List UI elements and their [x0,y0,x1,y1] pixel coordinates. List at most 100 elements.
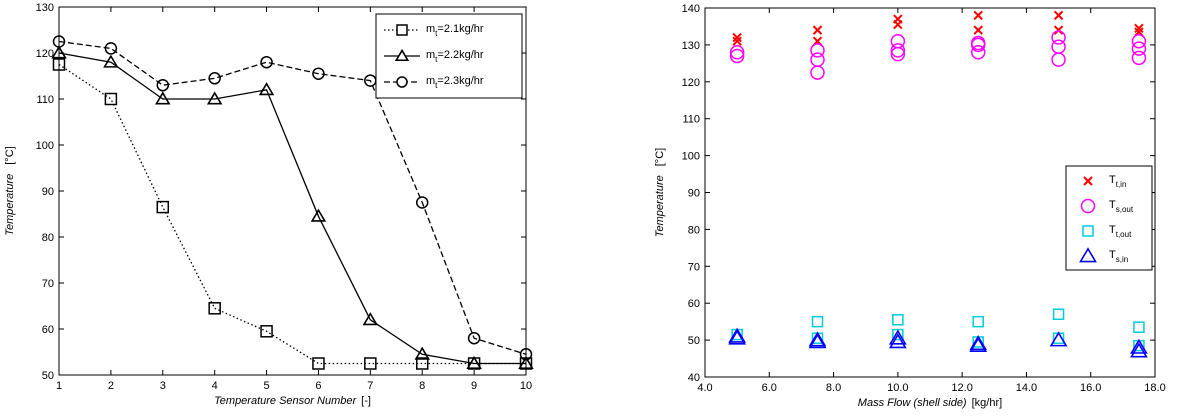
data-point [1131,33,1147,49]
x-tick-label: 1 [56,380,62,392]
data-point [970,45,986,60]
data-point [1130,342,1148,358]
y-tick-label: 120 [682,77,700,89]
x-tick-label: 6.0 [762,382,777,394]
data-point [972,315,984,328]
data-point [732,32,742,43]
data-point [810,43,825,58]
data-point [312,357,325,370]
data-point [808,331,827,347]
data-point [103,54,119,68]
y-tick-label: 100 [682,151,700,163]
x-axis-label: Mass Flow (shell side) [kg/hr] [858,397,1002,409]
data-point [260,325,273,338]
y-tick-label: 60 [688,298,700,310]
legend: mt=2.1kg/hr mt=2.2kg/hr mt=2.3kg/hr [375,13,523,99]
x-tick-label: 10.0 [887,382,908,394]
y-axis-label: Temperature[°C] [654,148,666,237]
data-point [155,91,171,105]
data-point [415,357,429,370]
data-point [1134,23,1144,34]
x-tick-label: 18.0 [1144,382,1165,394]
y-tick-label: 50 [42,370,54,382]
legend-label: mt=2.1kg/hr [426,23,484,38]
x-tick-label: 16.0 [1080,382,1101,394]
data-point [729,45,745,60]
y-tick-label: 100 [36,140,54,152]
y-axis-label: Temperature[°C] [4,146,16,235]
series-2 [729,30,1147,80]
data-point [156,78,170,92]
data-point [728,329,747,345]
y-tick-label: 80 [42,232,54,244]
legend-marker [1080,198,1096,214]
data-point [973,25,983,35]
y-tick-label: 60 [42,324,54,336]
data-point [1049,331,1068,347]
data-point [812,25,823,35]
y-tick-label: 50 [688,335,700,347]
data-point [890,46,906,62]
data-point [362,312,379,326]
data-point [415,196,429,209]
data-point [1052,308,1065,321]
legend-label: Tt,out [1109,224,1132,239]
data-point [732,36,742,46]
legend-marker [1082,225,1094,237]
data-point [729,48,745,64]
data-point [260,55,273,69]
data-point [1051,30,1066,45]
legend-marker [394,48,410,62]
data-point [104,92,118,106]
chart-2: 4.0 6.0 8.0 10.0 12.0 14.0 16.0 18.0 40 50 60 70 80 9… [654,3,1166,409]
legend-label: Ts,in [1109,249,1128,264]
data-point [808,333,827,349]
x-tick-label: 4 [212,380,218,392]
plot-frame [58,6,527,376]
legend-box [1065,165,1153,271]
data-point [414,346,430,360]
data-point [208,302,221,315]
data-point [970,37,986,53]
data-point [467,331,481,345]
data-point [810,65,825,80]
data-point [892,314,904,326]
data-point [1133,321,1145,333]
data-point [1053,25,1064,35]
data-point [466,355,482,369]
x-tick-label: 14.0 [1016,382,1037,394]
series-line [58,40,527,355]
x-tick-label: 4.0 [697,382,712,394]
data-point [969,335,988,351]
legend-label: mt=2.3kg/hr [426,75,484,90]
data-point [1053,10,1064,21]
data-point [208,72,221,85]
data-point [206,91,223,105]
data-point [258,82,275,96]
data-point [104,42,118,55]
y-tick-label: 110 [36,94,54,106]
legend: Tt,in Ts,out Tt,out Ts,in [1065,165,1153,271]
data-point [969,336,988,352]
data-point [973,10,983,21]
legend-marker [1079,247,1097,263]
y-tick-label: 70 [688,261,700,273]
x-tick-label: 5 [263,380,269,392]
data-point [811,315,824,328]
data-point [1130,338,1148,354]
plot-frame [704,7,1156,378]
series-line [58,52,526,365]
y-tick-label: 110 [682,114,700,126]
x-axis-label: Temperature Sensor Number [-] [214,395,371,407]
data-point [364,357,377,370]
y-tick-label: 120 [36,48,54,60]
x-tick-label: 9 [471,380,477,392]
y-tick-label: 40 [688,372,700,384]
data-point [1131,50,1147,66]
y-tick-label: 130 [36,2,54,14]
legend-marker [1083,176,1093,186]
y-tick-label: 130 [682,40,700,52]
x-tick-label: 6 [315,380,321,392]
y-tick-label: 140 [682,3,700,15]
